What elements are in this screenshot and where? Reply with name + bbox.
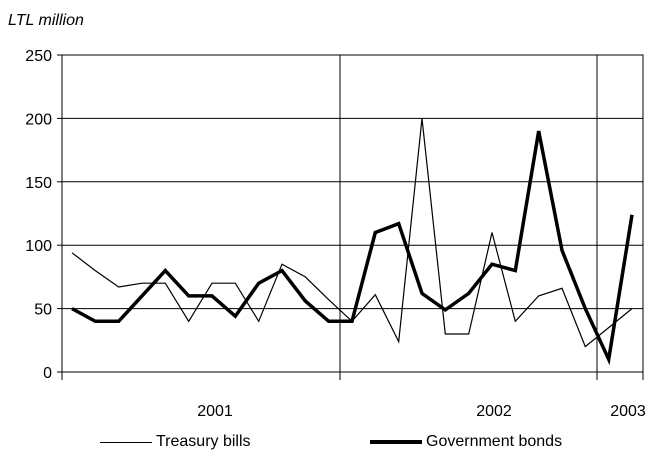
legend-item-government-bonds: Government bonds [370, 433, 562, 451]
y-tick-label: 0 [43, 365, 52, 382]
plot-frame [61, 54, 644, 373]
legend-label-government-bonds: Government bonds [426, 433, 563, 450]
y-axis-unit-label: LTL million [8, 12, 84, 29]
series-lines [71, 118, 634, 366]
x-tick-labels: 2001 2002 2003 [197, 403, 646, 420]
legend-item-treasury-bills: Treasury bills [100, 433, 251, 451]
series-line-treasury-bills [71, 118, 633, 348]
y-tick-label: 250 [25, 48, 52, 65]
y-tick-label: 200 [25, 111, 52, 128]
series-line-government-bonds [71, 130, 634, 366]
legend-swatch-thin-line [100, 441, 152, 443]
axes [57, 54, 644, 380]
y-tick-label: 50 [34, 302, 52, 319]
line-chart: 0 50 100 150 200 250 2001 2002 2003 [25, 48, 646, 420]
y-tick-label: 100 [25, 238, 52, 255]
y-tick-label: 150 [25, 175, 52, 192]
x-tick-label: 2003 [610, 403, 646, 420]
x-tick-label: 2002 [476, 403, 512, 420]
y-tick-labels: 0 50 100 150 200 250 [25, 48, 52, 382]
legend-label-treasury-bills: Treasury bills [156, 433, 251, 450]
x-tick-label: 2001 [197, 403, 233, 420]
legend-swatch-thick-line [370, 440, 422, 444]
